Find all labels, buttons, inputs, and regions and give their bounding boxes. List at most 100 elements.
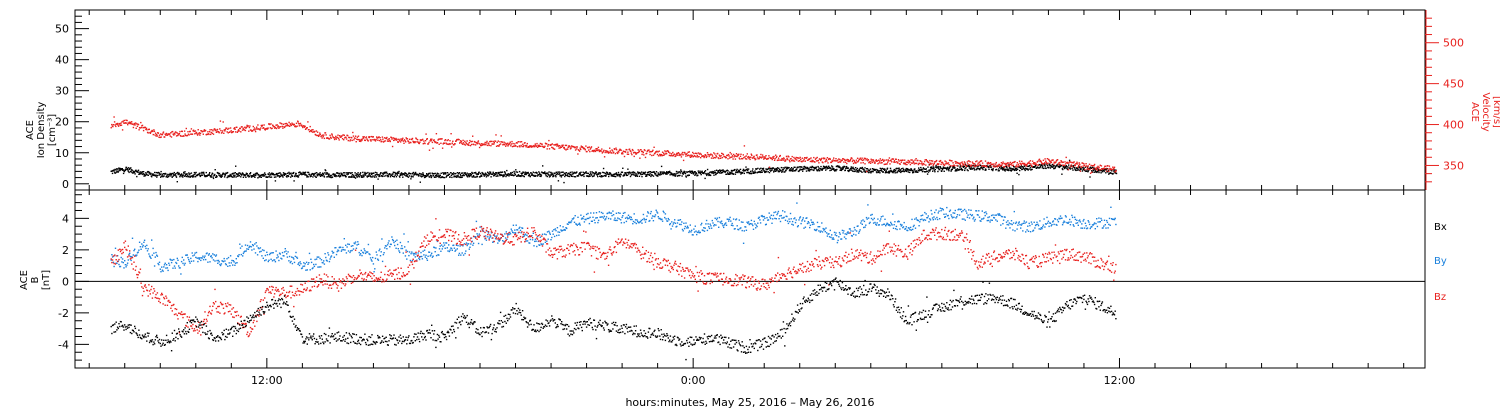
ion-density-point <box>708 173 710 175</box>
ion-density-point <box>329 175 331 177</box>
by-point <box>116 262 118 264</box>
velocity-point <box>218 131 220 133</box>
ion-density-point <box>603 172 605 174</box>
by-point <box>418 258 421 261</box>
ion-density-point <box>1063 166 1065 168</box>
velocity-point <box>453 144 455 146</box>
ion-density-point <box>726 169 728 171</box>
velocity-point <box>399 141 402 143</box>
ion-density-point <box>1101 171 1104 173</box>
ion-density-point <box>1105 172 1107 174</box>
by-point <box>224 263 227 265</box>
velocity-point <box>199 134 201 136</box>
ion-density-point <box>718 169 721 171</box>
ion-density-point <box>212 176 214 178</box>
ion-density-point <box>270 174 272 176</box>
by-point <box>283 251 286 253</box>
velocity-point <box>1093 163 1096 166</box>
by-point <box>225 264 227 266</box>
ion-density-point <box>1023 165 1026 167</box>
velocity-point <box>871 161 873 164</box>
velocity-point <box>181 130 183 133</box>
velocity-point <box>955 161 958 163</box>
ion-density-point <box>383 171 386 174</box>
ion-density-point <box>445 172 447 174</box>
ion-density-point <box>348 176 350 178</box>
ion-density-point <box>863 169 866 171</box>
velocity-point <box>969 161 971 163</box>
velocity-point <box>134 124 136 126</box>
ion-density-point <box>533 175 536 177</box>
ion-density-point <box>907 171 910 173</box>
velocity-point <box>671 153 673 155</box>
velocity-point <box>384 140 386 142</box>
ion-density-point <box>886 167 889 169</box>
ion-density-point <box>244 175 246 177</box>
ion-density-point <box>212 177 215 180</box>
velocity-point <box>477 140 480 142</box>
ion-density-point <box>569 173 571 176</box>
ion-density-point <box>674 174 676 177</box>
ion-density-point <box>675 172 677 175</box>
ion-density-point <box>919 169 922 171</box>
by-point <box>331 250 333 252</box>
velocity-point <box>671 155 673 157</box>
by-point <box>216 259 218 262</box>
ion-density-point <box>909 171 911 174</box>
by-point <box>229 255 232 257</box>
ion-density-point <box>406 175 409 178</box>
ion-density-point <box>181 174 184 176</box>
velocity-point <box>796 159 798 161</box>
velocity-point <box>514 143 516 145</box>
ion-density-point <box>471 171 473 174</box>
velocity-point <box>209 129 211 131</box>
velocity-point <box>110 127 112 129</box>
ion-density-point <box>461 176 463 178</box>
ion-density-point <box>374 171 377 174</box>
by-point <box>177 259 179 261</box>
ion-density-point <box>438 176 440 179</box>
ion-density-point <box>1053 165 1055 167</box>
velocity-point <box>293 123 295 126</box>
velocity-point <box>522 143 524 145</box>
ion-density-point <box>1110 172 1112 174</box>
velocity-point <box>360 138 362 141</box>
velocity-point <box>322 134 324 136</box>
velocity-point <box>682 159 685 162</box>
velocity-point <box>847 159 850 161</box>
velocity-point <box>1028 162 1030 164</box>
velocity-point <box>236 126 238 128</box>
ion-density-point <box>679 174 681 177</box>
by-point <box>313 263 315 266</box>
velocity-point <box>498 145 500 147</box>
ion-density-point <box>433 173 435 175</box>
ion-density-point <box>761 169 763 172</box>
ion-density-point <box>239 173 242 175</box>
velocity-point <box>349 140 351 142</box>
velocity-point <box>509 143 511 145</box>
velocity-point <box>626 149 628 151</box>
ion-density-point <box>820 168 823 170</box>
by-point <box>315 263 317 266</box>
velocity-point <box>989 162 992 164</box>
velocity-point <box>470 143 473 146</box>
ion-density-point <box>524 171 527 173</box>
by-point <box>158 263 160 266</box>
by-point <box>340 250 343 252</box>
velocity-point <box>689 155 691 157</box>
ion-density-point <box>560 176 563 178</box>
velocity-point <box>497 145 499 147</box>
velocity-point <box>964 162 966 164</box>
velocity-point <box>754 157 756 159</box>
velocity-point <box>586 150 588 153</box>
ion-density-point <box>634 174 636 176</box>
ion-density-point <box>276 174 278 176</box>
ion-density-point <box>193 171 196 174</box>
ion-density-point <box>856 167 858 170</box>
ion-density-point <box>1115 172 1118 175</box>
by-point <box>166 267 169 269</box>
ion-density-point <box>998 170 1000 172</box>
ion-density-point <box>790 169 792 172</box>
ion-density-point <box>570 175 573 177</box>
ion-density-point <box>797 166 799 169</box>
